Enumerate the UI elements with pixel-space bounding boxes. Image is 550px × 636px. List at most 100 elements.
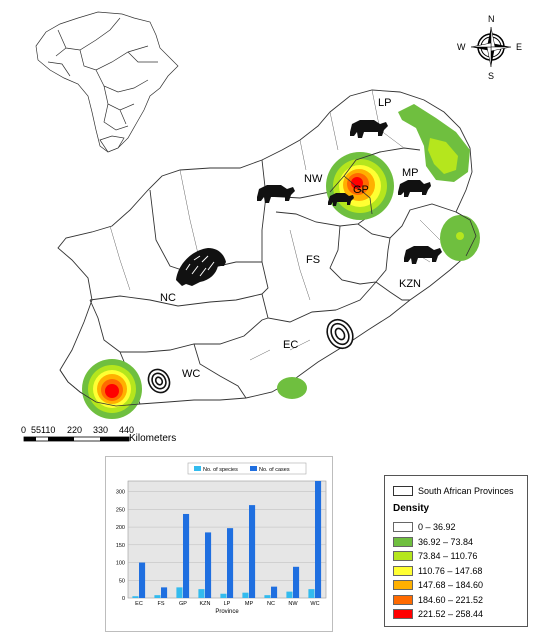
bar-nw-species <box>286 591 293 598</box>
x-tick-label: KZN <box>200 601 211 607</box>
bar-lp-species <box>220 593 227 598</box>
bar-nc-species <box>264 595 271 598</box>
bar-kzn-species <box>198 589 205 598</box>
label-nc: NC <box>160 292 176 304</box>
bar-ec-species <box>132 596 139 598</box>
label-gp: GP <box>353 184 369 196</box>
bar-kzn-cases <box>205 532 212 598</box>
legend-provinces-swatch <box>393 486 413 496</box>
legend-class-row: 36.92 – 73.84 <box>393 536 474 547</box>
rhino-icons <box>257 120 442 264</box>
scale-tick-3: 330 <box>93 425 109 435</box>
legend-class-swatch <box>393 536 413 547</box>
x-axis-label: Province <box>215 609 239 615</box>
legend-class-row: 147.68 – 184.60 <box>393 580 483 590</box>
x-tick-label: MP <box>245 601 254 607</box>
chart-legend-label: No. of cases <box>259 467 290 473</box>
rhino-icon-gp <box>328 193 354 206</box>
africa-outline <box>35 11 179 153</box>
scale-tick-0: 0 <box>21 425 27 435</box>
legend-class-row: 184.60 – 221.52 <box>393 594 484 605</box>
density-legend: South African Provinces Density 0 – 36.9… <box>384 475 528 627</box>
overlay-borders <box>59 151 477 407</box>
chart-legend-label: No. of species <box>203 467 238 473</box>
x-tick-label: FS <box>157 601 164 607</box>
bar-lp-cases <box>227 528 234 598</box>
bar-nc-cases <box>271 586 278 598</box>
legend-class-label: 147.68 – 184.60 <box>418 580 484 590</box>
y-tick-label: 150 <box>116 543 125 549</box>
label-fs: FS <box>306 254 321 266</box>
y-tick-label: 200 <box>116 525 125 531</box>
y-tick-label: 50 <box>119 578 125 584</box>
scale-tick-2: 220 <box>67 425 83 435</box>
scale-unit-label: Kilometers <box>129 433 177 444</box>
bar-chart: No. of species No. of cases 0 50 100 150 200 25… <box>116 462 327 615</box>
legend-class-swatch <box>393 565 413 576</box>
pangolin-icon <box>176 248 226 286</box>
chart-legend-swatch <box>194 466 201 471</box>
x-tick-label: NC <box>267 601 275 607</box>
bar-gp-cases <box>183 513 190 598</box>
rhino-icon-lp <box>350 120 388 138</box>
legend-class-swatch <box>393 594 413 605</box>
hotspot-gp-c7 <box>351 177 363 189</box>
bar-mp-species <box>242 592 249 598</box>
label-mp: MP <box>402 167 419 179</box>
x-tick-label: WC <box>310 601 319 607</box>
bar-fs-cases <box>161 587 168 598</box>
legend-class-label: 110.76 – 147.68 <box>418 565 483 576</box>
legend-class-label: 73.84 – 110.76 <box>418 551 478 561</box>
y-tick-label: 100 <box>116 561 125 567</box>
y-tick-label: 250 <box>116 507 125 513</box>
bar-nw-cases <box>293 566 300 598</box>
x-tick-label: LP <box>224 601 231 607</box>
x-tick-label: NW <box>288 601 298 607</box>
label-ec: EC <box>283 339 299 351</box>
legend-class-swatch <box>393 580 413 590</box>
rhino-icon-kzn <box>404 246 442 264</box>
legend-class-row: 110.76 – 147.68 <box>393 565 483 576</box>
bar-fs-species <box>154 595 161 598</box>
africa-inset-south <box>99 135 125 153</box>
legend-class-label: 36.92 – 73.84 <box>418 536 474 547</box>
africa-inset <box>35 11 179 153</box>
legend-class-swatch <box>393 609 413 619</box>
y-tick-label: 300 <box>116 490 125 496</box>
legend-class-swatch <box>393 551 413 561</box>
x-tick-label: GP <box>179 601 187 607</box>
bar-wc-cases <box>315 481 322 598</box>
bar-ec-cases <box>139 562 146 598</box>
compass-rose: N S E W <box>457 14 522 81</box>
compass-s: S <box>488 71 494 81</box>
legend-class-swatch <box>393 522 413 532</box>
chart-legend-swatch <box>250 466 257 471</box>
scale-icon-ec <box>326 318 354 350</box>
rhino-icon-mp <box>398 180 431 197</box>
scale-icon-wc <box>147 368 171 394</box>
hotspot-wc-c7 <box>105 384 119 398</box>
scale-tick-1: 55110 <box>31 425 56 435</box>
bar-mp-cases <box>249 505 256 598</box>
legend-class-row: 73.84 – 110.76 <box>393 551 477 561</box>
scale-tick-4: 440 <box>119 425 135 435</box>
africa-internal-borders <box>47 17 158 131</box>
label-nw: NW <box>304 173 323 185</box>
legend-class-row: 0 – 36.92 <box>393 522 456 532</box>
hotspot-lp-mp-inner <box>428 138 458 174</box>
south-africa-map: N S E W <box>23 11 522 442</box>
scale-pattern-icons <box>147 318 354 394</box>
scale-bar <box>23 436 130 442</box>
legend-class-label: 0 – 36.92 <box>418 522 456 532</box>
hotspot-kzn-inner <box>456 232 464 240</box>
label-kzn: KZN <box>399 278 421 290</box>
y-tick-label: 0 <box>122 596 125 602</box>
legend-provinces-label: South African Provinces <box>418 486 514 496</box>
chart-legend-box <box>187 462 307 475</box>
bar-gp-species <box>176 587 183 598</box>
legend-provinces-row: South African Provinces <box>393 486 514 496</box>
legend-class-label: 184.60 – 221.52 <box>418 594 484 605</box>
rhino-icon-nw <box>257 185 295 203</box>
legend-class-label: 221.52 – 258.44 <box>418 609 484 619</box>
hotspot-ec <box>277 377 307 399</box>
